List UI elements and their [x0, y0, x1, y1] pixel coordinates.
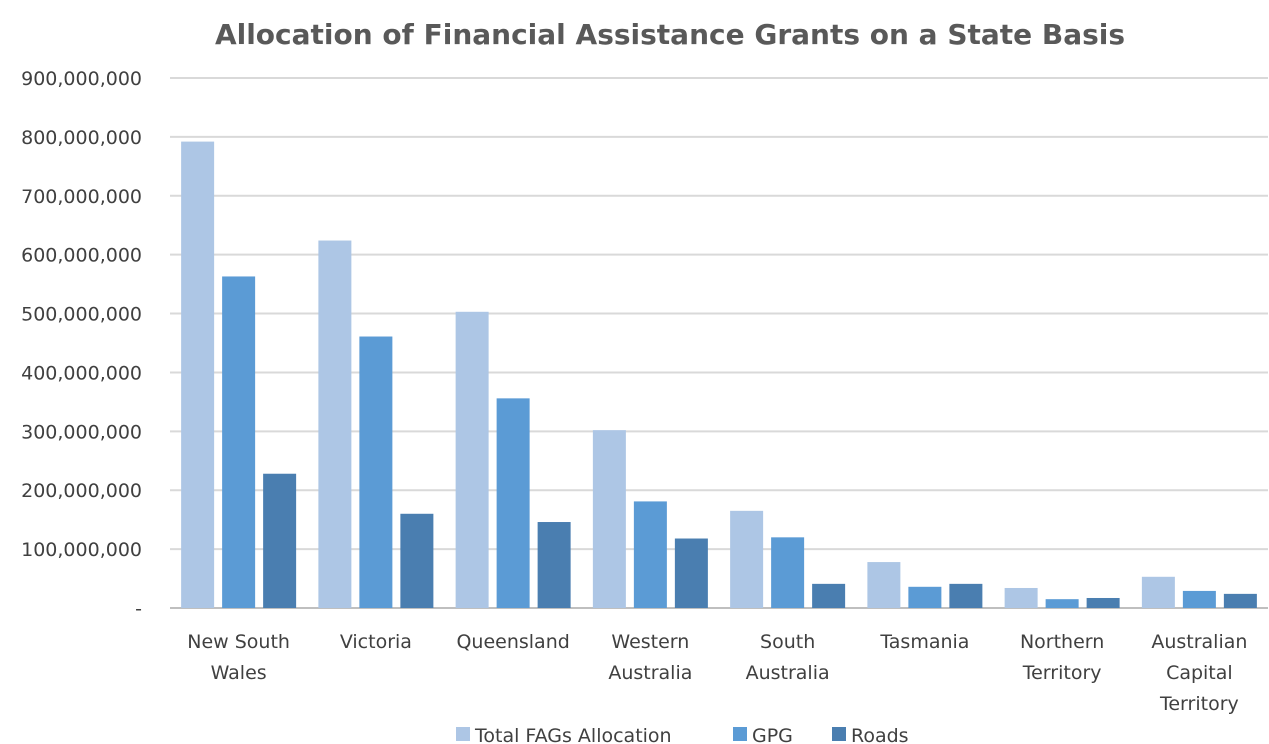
bar-total-fags-allocation	[730, 510, 764, 608]
x-category-label: Northern Territory	[1020, 631, 1104, 684]
bar-gpg	[908, 586, 942, 608]
y-tick-label: 100,000,000	[21, 539, 142, 561]
bar-total-fags-allocation	[318, 240, 352, 609]
bar-roads	[263, 473, 297, 608]
bar-total-fags-allocation	[181, 141, 215, 608]
bar-gpg	[633, 501, 667, 608]
bar-total-fags-allocation	[592, 430, 626, 608]
bar-total-fags-allocation	[1141, 576, 1175, 608]
bar-roads	[812, 583, 846, 608]
y-tick-label: 900,000,000	[21, 68, 142, 90]
bar-roads	[537, 522, 571, 608]
bar-roads	[949, 583, 983, 608]
bar-roads	[400, 513, 434, 608]
x-category-label: Queensland	[456, 631, 569, 653]
y-tick-label: 300,000,000	[21, 421, 142, 443]
legend-label: Total FAGs Allocation	[474, 725, 672, 744]
x-category-label: South Australia	[746, 631, 830, 684]
bars	[181, 141, 1257, 609]
y-tick-label: 500,000,000	[21, 304, 142, 326]
y-tick-label: 400,000,000	[21, 362, 142, 384]
y-axis-tick-labels: - 100,000,000 200,000,000 300,000,000 400,00…	[21, 68, 142, 620]
y-tick-label: 700,000,000	[21, 186, 142, 208]
x-category-label: Western Australia	[608, 631, 692, 684]
chart-title: Allocation of Financial Assistance Grant…	[215, 18, 1125, 51]
bar-roads	[1086, 597, 1120, 608]
y-tick-label: 800,000,000	[21, 127, 142, 149]
x-axis-category-labels: New South Wales Victoria Queensland Western A…	[187, 631, 1247, 715]
bar-gpg	[1182, 590, 1216, 608]
bar-gpg	[359, 336, 393, 608]
bar-total-fags-allocation	[455, 311, 489, 608]
legend-label: Roads	[851, 725, 909, 744]
x-category-label: Victoria	[340, 631, 412, 653]
legend: Total FAGs Allocation GPG Roads	[456, 725, 909, 744]
x-category-label: Australian Capital Territory	[1151, 631, 1247, 715]
bar-gpg	[1045, 599, 1079, 608]
bar-gpg	[771, 537, 805, 608]
bar-roads	[674, 538, 708, 608]
bar-total-fags-allocation	[1004, 587, 1038, 608]
x-category-label: New South Wales	[187, 631, 290, 684]
bar-gpg	[496, 398, 530, 608]
y-tick-label: 200,000,000	[21, 480, 142, 502]
legend-label: GPG	[752, 725, 793, 744]
bar-total-fags-allocation	[867, 562, 901, 608]
legend-swatch	[456, 727, 470, 741]
y-tick-label: 600,000,000	[21, 245, 142, 267]
x-category-label: Tasmania	[879, 631, 969, 653]
legend-swatch	[733, 727, 747, 741]
bar-gpg	[222, 276, 256, 608]
gridlines	[170, 77, 1268, 609]
legend-swatch	[832, 727, 846, 741]
y-tick-label: -	[135, 598, 142, 620]
bar-roads	[1223, 593, 1257, 608]
